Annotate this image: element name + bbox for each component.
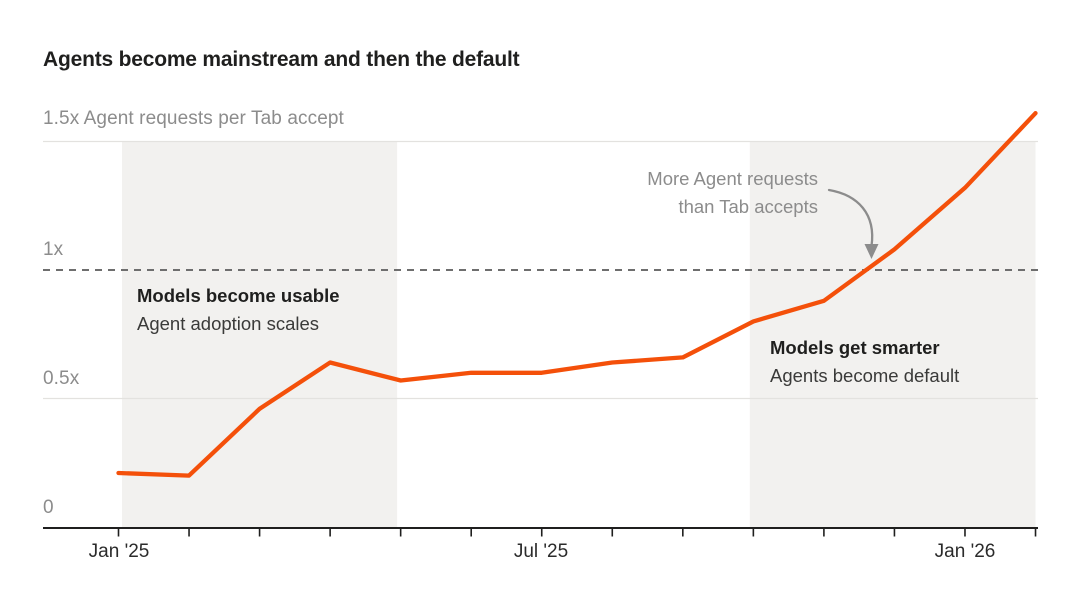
annotation-more-agent-requests: More Agent requests than Tab accepts — [647, 165, 818, 221]
y-axis-label-1x: 1x — [43, 239, 64, 260]
annotation-arrow-line2: than Tab accepts — [678, 196, 818, 217]
x-axis-label-jul-25: Jul '25 — [513, 541, 569, 562]
agent-requests-trend-line — [116, 111, 1038, 478]
x-axis-label-jan-26: Jan '26 — [934, 541, 996, 562]
x-axis-ticks — [117, 529, 1037, 537]
annotation-left-line1: Models become usable — [137, 285, 340, 306]
y-axis-label-0-5x: 0.5x — [43, 368, 80, 389]
annotation-left-line2: Agent adoption scales — [137, 313, 320, 334]
annotation-arrow-line1: More Agent requests — [647, 168, 818, 189]
y-axis-label-1-5x: 1.5x Agent requests per Tab accept — [43, 108, 344, 129]
highlight-band-1 — [122, 141, 398, 527]
y-axis-label-0: 0 — [43, 497, 54, 518]
chart-title: Agents become mainstream and then the de… — [43, 48, 520, 71]
x-axis-label-jan-25: Jan '25 — [88, 541, 150, 562]
annotation-arrow-head-icon — [864, 244, 879, 259]
annotation-models-become-usable: Models become usable Agent adoption scal… — [137, 282, 340, 338]
annotation-right-line1: Models get smarter — [770, 337, 940, 358]
highlight-band-2 — [749, 141, 1036, 527]
annotation-models-get-smarter: Models get smarter Agents become default — [770, 334, 959, 390]
annotation-arrow-curve — [827, 188, 874, 248]
annotation-right-line2: Agents become default — [770, 365, 960, 386]
